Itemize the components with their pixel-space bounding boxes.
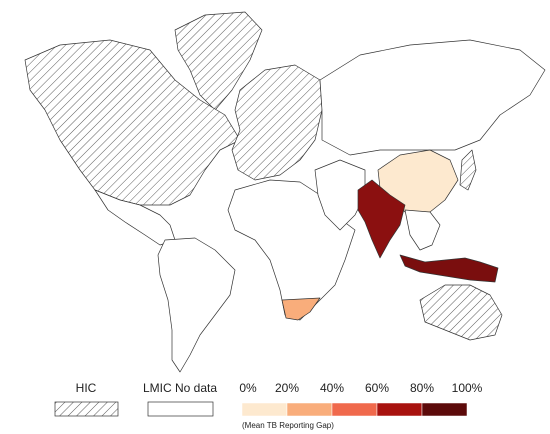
scale-swatch [286, 402, 333, 417]
scale-swatch [376, 402, 423, 417]
southeast-asia [404, 209, 441, 251]
australia [419, 284, 503, 341]
south-asia [357, 179, 406, 259]
legend-swatch [147, 401, 214, 417]
greenland [174, 11, 263, 111]
scale-swatch [421, 402, 468, 417]
legend-label: LMIC No data [143, 381, 217, 395]
scale-tick-label: 40% [320, 381, 344, 395]
north-america [24, 39, 241, 206]
south-america [157, 237, 236, 373]
scale-tick-label: 0% [239, 381, 257, 395]
legend: HIC LMIC No data 0% 20% 40% 60% 80% 100% (Mea… [54, 381, 483, 430]
europe [231, 64, 323, 181]
scale-caption: (Mean TB Reporting Gap) [242, 421, 334, 430]
scale-swatch [331, 402, 378, 417]
south-africa [281, 297, 321, 321]
japan [459, 149, 477, 191]
legend-label: HIC [76, 381, 97, 395]
scale-tick-label: 60% [365, 381, 389, 395]
indonesia [399, 254, 499, 283]
color-scale: 0% 20% 40% 60% 80% 100% [239, 381, 483, 417]
middle-east [314, 159, 366, 231]
northern-asia [319, 39, 546, 156]
legend-swatch [54, 401, 119, 417]
map-regions [24, 11, 546, 373]
scale-swatch [241, 402, 288, 417]
scale-tick-label: 100% [452, 381, 483, 395]
scale-tick-label: 20% [275, 381, 299, 395]
africa [227, 179, 356, 321]
scale-tick-label: 80% [410, 381, 434, 395]
